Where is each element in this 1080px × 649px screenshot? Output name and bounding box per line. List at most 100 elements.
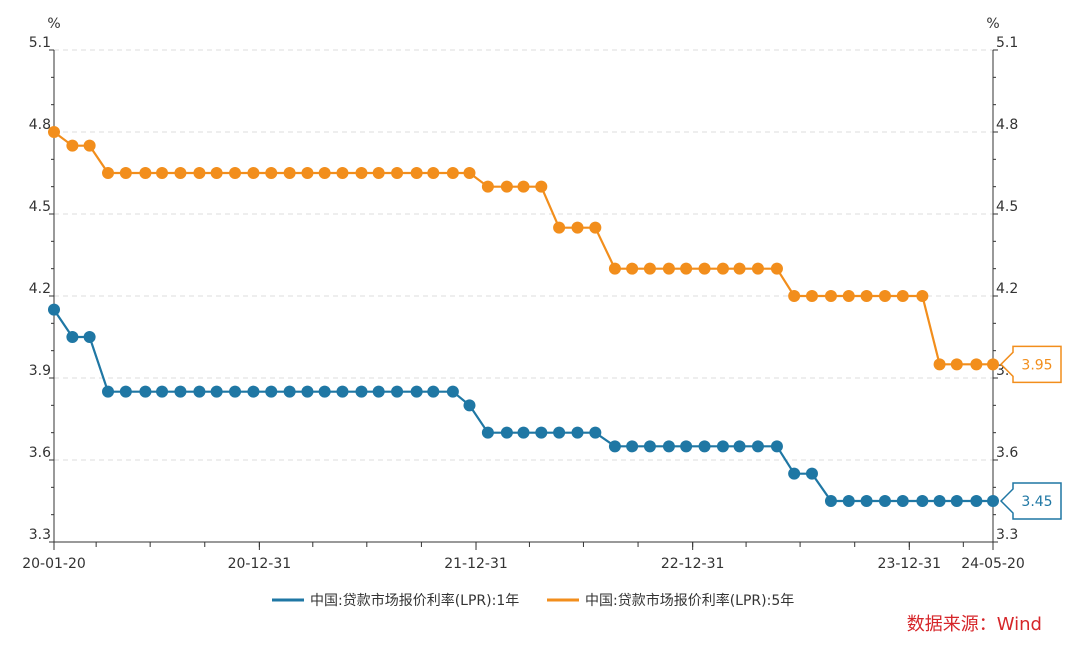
data-point bbox=[174, 385, 187, 398]
end-label-value: 3.95 bbox=[1021, 357, 1052, 373]
data-point bbox=[662, 440, 675, 453]
data-point bbox=[410, 385, 423, 398]
y-unit-left: % bbox=[47, 16, 60, 32]
data-point bbox=[751, 262, 764, 275]
y-tick-label-left: 5.1 bbox=[29, 35, 51, 51]
data-point bbox=[571, 426, 584, 439]
data-point bbox=[481, 180, 494, 193]
data-point bbox=[318, 385, 331, 398]
data-point bbox=[896, 290, 909, 302]
data-point bbox=[553, 221, 566, 234]
y-tick-label-right: 4.2 bbox=[996, 281, 1018, 297]
end-label-value: 3.45 bbox=[1021, 494, 1052, 510]
data-point bbox=[318, 167, 331, 179]
data-point bbox=[860, 290, 873, 302]
legend-label: 中国:贷款市场报价利率(LPR):5年 bbox=[585, 592, 794, 609]
data-point bbox=[788, 290, 801, 302]
data-point bbox=[970, 495, 983, 507]
data-point bbox=[48, 303, 60, 316]
grid-lines bbox=[54, 49, 993, 461]
data-point bbox=[626, 440, 639, 453]
data-point bbox=[896, 495, 909, 507]
data-point bbox=[193, 167, 206, 179]
data-point bbox=[860, 495, 873, 507]
data-point bbox=[535, 180, 548, 193]
y-tick-label-right: 3.3 bbox=[996, 527, 1018, 543]
data-point bbox=[139, 167, 152, 179]
data-point bbox=[391, 385, 404, 398]
data-point bbox=[119, 385, 132, 398]
data-point bbox=[283, 167, 296, 179]
data-point bbox=[301, 167, 314, 179]
data-point bbox=[608, 262, 621, 275]
y-tick-label-left: 4.5 bbox=[29, 199, 51, 215]
data-point bbox=[83, 331, 96, 343]
data-point bbox=[336, 385, 349, 398]
data-point bbox=[878, 290, 891, 302]
y-tick-label-right: 4.5 bbox=[996, 199, 1018, 215]
data-point bbox=[608, 440, 621, 453]
data-point bbox=[139, 385, 152, 398]
y-tick-label-right: 5.1 bbox=[996, 35, 1018, 51]
data-point bbox=[229, 385, 242, 398]
y-tick-label-left: 4.8 bbox=[29, 117, 51, 133]
data-point bbox=[355, 167, 368, 179]
data-point bbox=[680, 262, 693, 275]
data-point bbox=[589, 426, 602, 439]
data-point bbox=[716, 262, 729, 275]
data-point bbox=[66, 139, 79, 152]
data-point bbox=[355, 385, 368, 398]
data-point bbox=[987, 495, 999, 507]
data-point bbox=[805, 290, 818, 302]
x-tick-label: 21-12-31 bbox=[444, 556, 508, 572]
data-point bbox=[500, 426, 513, 439]
data-point bbox=[210, 167, 223, 179]
data-point bbox=[662, 262, 675, 275]
data-point bbox=[805, 467, 818, 480]
data-point bbox=[500, 180, 513, 193]
y-tick-label-right: 3.6 bbox=[996, 445, 1018, 461]
data-point bbox=[626, 262, 639, 275]
data-point bbox=[446, 167, 459, 179]
data-point bbox=[265, 167, 278, 179]
data-point bbox=[391, 167, 404, 179]
data-point bbox=[283, 385, 296, 398]
data-point bbox=[643, 262, 656, 275]
data-point bbox=[48, 126, 60, 138]
data-point bbox=[481, 426, 494, 439]
data-point bbox=[933, 358, 946, 371]
data-point bbox=[102, 167, 115, 179]
data-point bbox=[770, 440, 783, 453]
end-label-box bbox=[999, 345, 1062, 384]
data-point bbox=[842, 290, 855, 302]
data-point bbox=[950, 495, 963, 507]
series-line-2 bbox=[53, 131, 993, 366]
data-point bbox=[733, 262, 746, 275]
data-point bbox=[970, 358, 983, 371]
y-tick-label-right: 4.8 bbox=[996, 117, 1018, 133]
data-point bbox=[716, 440, 729, 453]
end-value-labels: 3.45 3.95 bbox=[999, 345, 1062, 520]
x-tick-label: 20-12-31 bbox=[228, 556, 292, 572]
data-point bbox=[770, 262, 783, 275]
y-tick-label-left: 3.9 bbox=[29, 363, 51, 379]
axes: 3.33.33.63.63.93.94.24.24.54.54.84.85.15… bbox=[22, 16, 1025, 572]
legend-label: 中国:贷款市场报价利率(LPR):1年 bbox=[310, 592, 519, 609]
data-point bbox=[229, 167, 242, 179]
data-point bbox=[463, 167, 476, 179]
x-tick-label: 20-01-20 bbox=[22, 556, 86, 572]
data-point bbox=[698, 440, 711, 453]
y-tick-label-left: 4.2 bbox=[29, 281, 51, 297]
data-point bbox=[446, 385, 459, 398]
data-point bbox=[156, 167, 169, 179]
series-line-1 bbox=[53, 309, 993, 503]
data-point bbox=[372, 167, 385, 179]
data-point bbox=[517, 426, 530, 439]
data-point bbox=[156, 385, 169, 398]
data-point bbox=[680, 440, 693, 453]
data-point bbox=[571, 221, 584, 234]
end-label-box bbox=[999, 482, 1062, 520]
data-point bbox=[987, 358, 999, 371]
legend: 中国:贷款市场报价利率(LPR):1年 中国:贷款市场报价利率(LPR):5年 bbox=[272, 592, 794, 609]
data-point bbox=[336, 167, 349, 179]
